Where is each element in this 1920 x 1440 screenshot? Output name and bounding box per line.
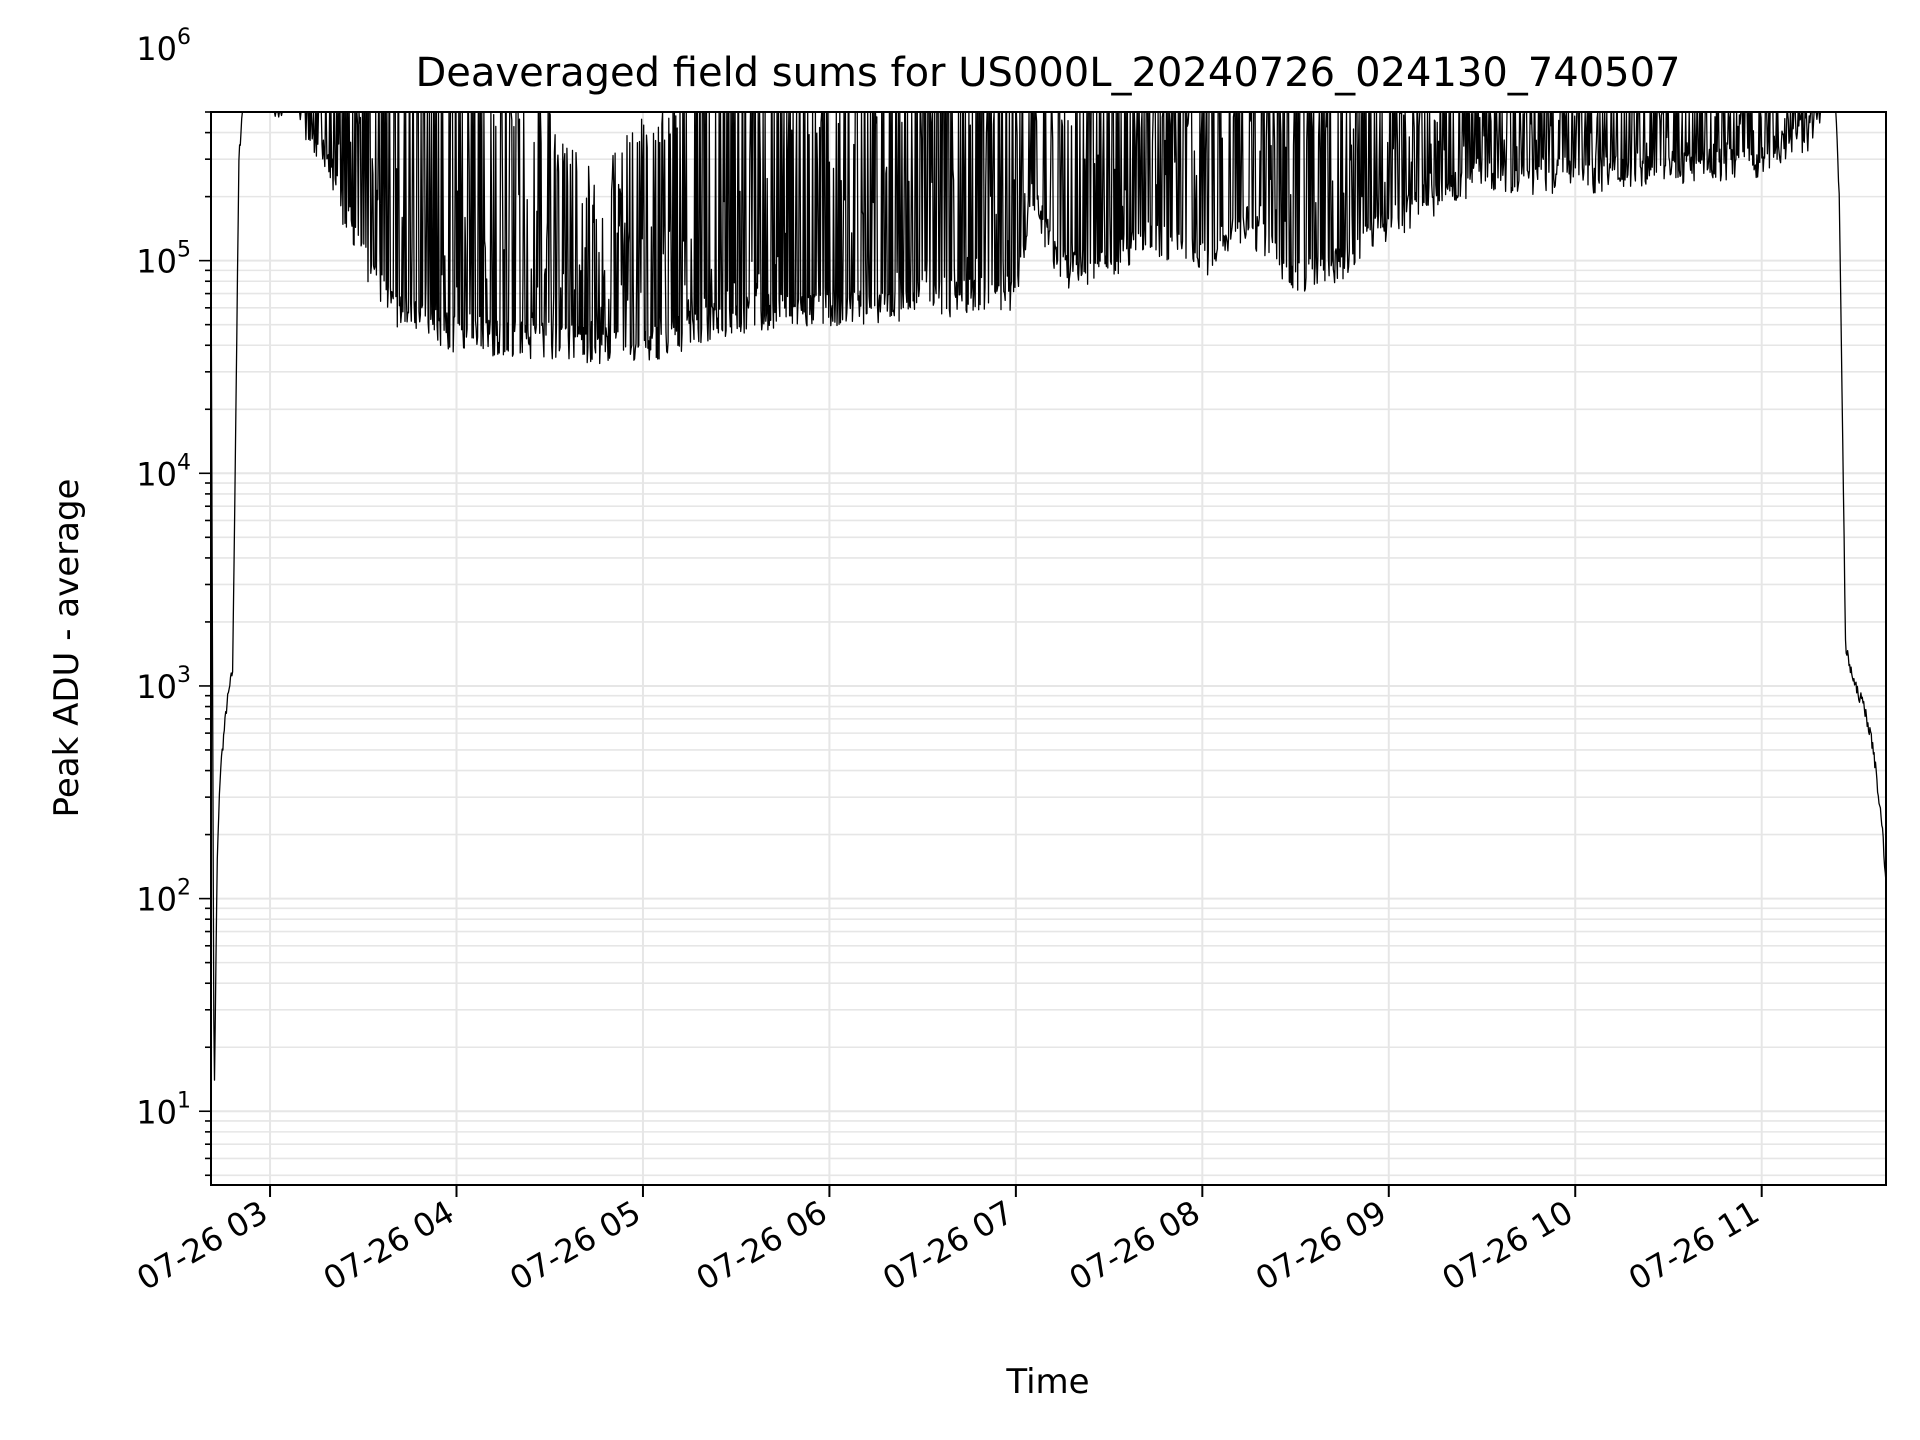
y-tick-label: 106 [136,25,191,68]
x-axis-label: Time [1005,1362,1089,1402]
y-axis-label: Peak ADU - average [47,479,87,818]
grid-lines [211,111,1886,1185]
plot-frame [210,111,1887,1186]
y-tick-label: 105 [136,238,191,281]
y-tick-label: 104 [136,450,191,493]
y-tick-label: 103 [136,663,191,706]
chart-title: Deaveraged field sums for US000L_2024072… [416,50,1681,96]
y-tick-label: 101 [136,1088,191,1131]
y-tick-label: 102 [136,876,191,919]
